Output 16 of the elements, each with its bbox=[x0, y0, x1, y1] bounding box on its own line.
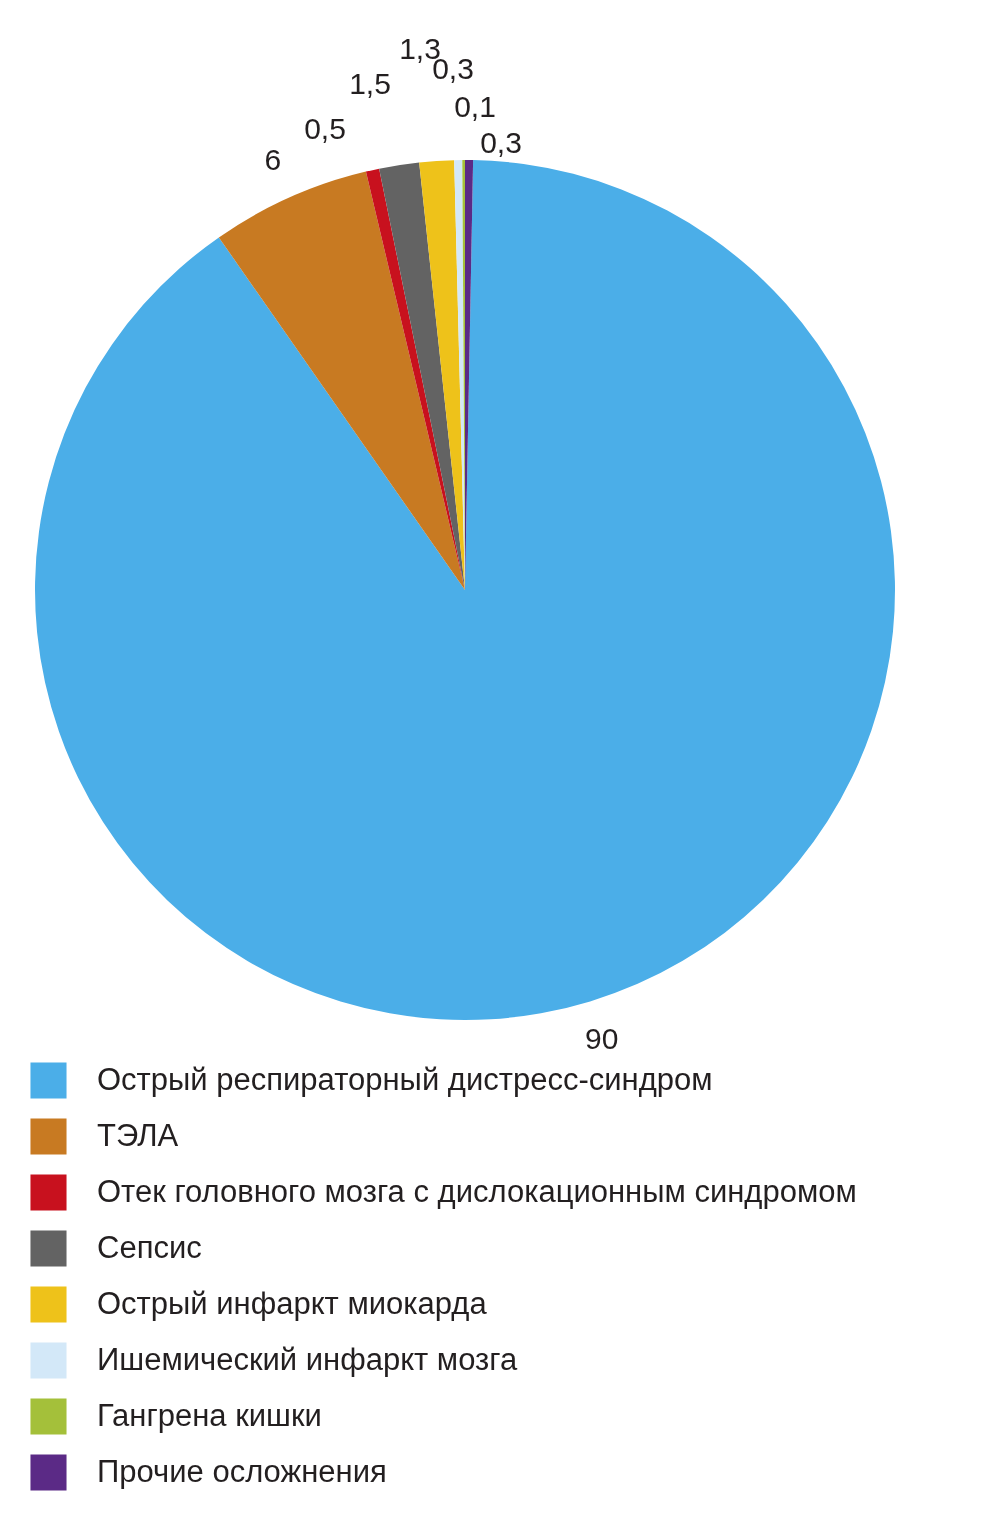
data-label: 0,3 bbox=[480, 126, 522, 159]
data-label: 0,5 bbox=[304, 112, 346, 145]
legend-label: Сепсис bbox=[97, 1229, 202, 1265]
legend-label: Острый респираторный дистресс-синдром bbox=[97, 1061, 713, 1097]
data-label: 6 bbox=[264, 143, 282, 177]
pie-slice bbox=[218, 171, 465, 590]
legend-label: Ишемический инфаркт мозга bbox=[97, 1341, 518, 1377]
data-label: 1,5 bbox=[349, 67, 391, 100]
data-label: 0,1 bbox=[454, 90, 496, 123]
legend-label: ТЭЛА bbox=[97, 1117, 179, 1153]
legend-label: Гангрена кишки bbox=[97, 1397, 322, 1433]
legend-label: Прочие осложнения bbox=[97, 1453, 387, 1489]
data-label: 90 bbox=[585, 1021, 619, 1055]
legend-label: Острый инфаркт миокарда bbox=[97, 1285, 488, 1321]
pie-slice bbox=[379, 162, 465, 590]
legend-label: Отек головного мозга с дислокационным синдромом bbox=[97, 1173, 857, 1209]
